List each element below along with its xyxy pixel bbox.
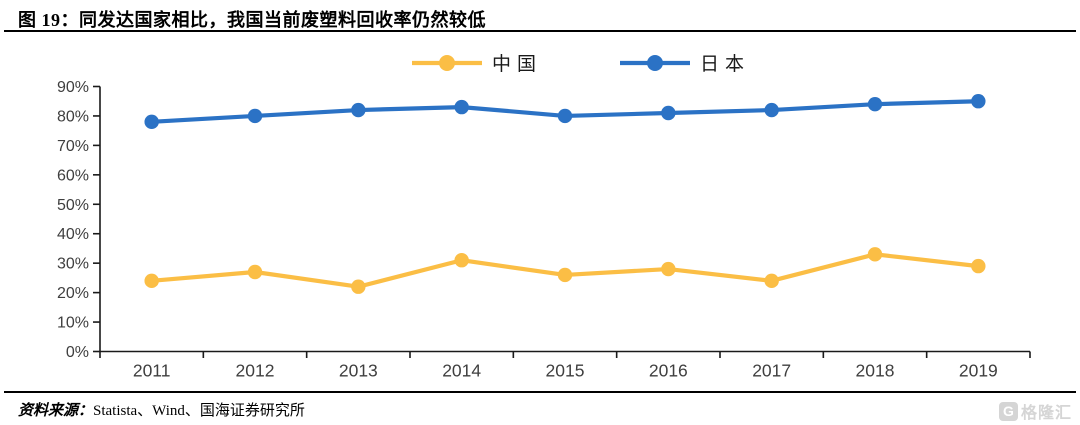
y-axis-label: 30% [57,256,89,273]
legend-label: 日本 [700,53,750,75]
y-axis-label: 80% [57,108,89,125]
data-point [247,108,263,124]
data-point [661,105,676,121]
title-divider [4,30,1076,32]
legend-marker-dot [439,55,455,71]
figure-title: 图 19：同发达国家相比，我国当前废塑料回收率仍然较低 [18,10,486,30]
x-axis-label: 2014 [442,361,481,381]
data-point [557,267,573,283]
data-point [144,273,159,289]
y-axis-label: 50% [57,197,89,214]
data-point [971,94,986,109]
x-axis-label: 2012 [236,361,275,381]
data-point [764,273,779,289]
x-axis-label: 2018 [856,361,895,381]
data-point [454,99,469,115]
y-axis-label: 60% [57,167,89,184]
data-point [971,258,986,274]
watermark-logo-icon: G [998,401,1018,421]
data-point [764,102,779,118]
y-axis-label: 40% [57,226,89,243]
source-text: Statista、Wind、国海证券研究所 [93,403,305,419]
y-axis-label: 70% [57,138,89,155]
data-point [144,114,159,130]
data-point [247,264,263,280]
axis-line [99,86,1030,353]
data-point [351,279,366,294]
x-axis-label: 2011 [133,361,171,381]
x-axis-label: 2015 [546,361,585,381]
data-point [351,102,366,118]
legend-label: 中国 [492,53,542,75]
footer-divider [4,391,1076,393]
watermark: G 格隆汇 [998,399,1072,423]
x-axis-label: 2019 [959,361,998,381]
legend-marker-dot [647,55,663,71]
y-axis-label: 20% [57,285,89,302]
data-point [661,261,676,277]
source-line: 资料来源：Statista、Wind、国海证券研究所 [18,399,305,420]
data-point [867,247,883,262]
x-axis-label: 2013 [339,361,378,381]
x-axis-label: 2017 [752,361,791,381]
x-axis-label: 2016 [649,361,688,381]
y-axis-label: 90% [57,79,89,96]
data-point [867,96,883,112]
y-axis-label: 10% [57,315,89,332]
source-label: 资料来源： [18,403,94,419]
data-point [454,253,469,268]
data-point [557,108,573,124]
y-axis-label: 0% [66,344,89,361]
watermark-text: 格隆汇 [1020,405,1072,422]
